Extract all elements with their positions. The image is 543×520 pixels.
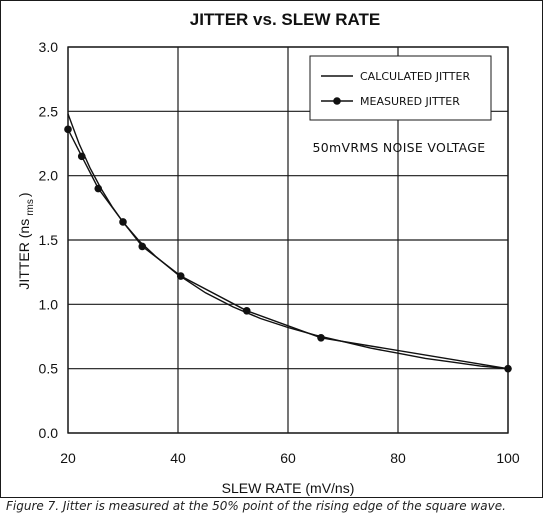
measured-jitter-point	[64, 125, 72, 134]
y-tick-label: 0.0	[39, 425, 59, 441]
legend-label-measured: MEASURED JITTER	[360, 95, 460, 108]
y-tick-label: 1.0	[39, 296, 59, 312]
y-axis-label-main: JITTER (ns	[16, 219, 32, 290]
figure-caption: Figure 7. Jitter is measured at the 50% …	[6, 499, 506, 513]
y-tick-label: 1.5	[39, 232, 59, 248]
chart-title: JITTER vs. SLEW RATE	[190, 10, 381, 29]
y-tick-label: 2.0	[39, 168, 59, 184]
y-axis-label: JITTER (ns rms)	[16, 192, 36, 289]
measured-jitter-point	[504, 364, 512, 373]
legend: CALCULATED JITTER MEASURED JITTER	[309, 55, 492, 121]
measured-jitter-point	[176, 272, 185, 280]
measured-jitter-point	[138, 242, 147, 251]
y-tick-label: 0.5	[39, 361, 59, 377]
measured-jitter-point	[94, 184, 103, 193]
x-tick-label: 20	[60, 450, 76, 466]
measured-jitter-point	[317, 333, 325, 342]
x-axis-label: SLEW RATE (mV/ns)	[222, 480, 355, 496]
legend-box	[309, 55, 492, 121]
x-tick-label: 40	[170, 450, 186, 466]
x-tick-label: 60	[280, 450, 296, 466]
legend-marker-measured	[333, 97, 341, 105]
tick-labels: 0.0 0.5 1.0 1.5 2.0 2.5 3.0 20 40 60 80 100	[39, 39, 520, 466]
data-series	[64, 113, 512, 373]
x-tick-label: 80	[390, 450, 406, 466]
calculated-jitter-line	[67, 113, 509, 370]
measured-jitter-point	[242, 306, 251, 315]
measured-jitter-point	[77, 152, 86, 161]
y-axis-label-sub: rms	[25, 199, 36, 216]
measured-jitter-point	[119, 218, 127, 226]
x-tick-label: 100	[496, 450, 520, 466]
jitter-chart: JITTER vs. SLEW RATE 0.0 0.5 1.0 1.5 2.0 2.5 3…	[16, 10, 520, 496]
figure-frame: JITTER vs. SLEW RATE 0.0 0.5 1.0 1.5 2.0 2.5 3…	[0, 0, 543, 498]
y-tick-label: 2.5	[39, 103, 59, 119]
legend-label-calculated: CALCULATED JITTER	[360, 70, 470, 83]
noise-voltage-annotation: 50mVRMS NOISE VOLTAGE	[313, 140, 486, 155]
y-axis-label-close: )	[16, 192, 32, 197]
plot-frame	[67, 46, 509, 434]
y-tick-label: 3.0	[39, 39, 59, 55]
